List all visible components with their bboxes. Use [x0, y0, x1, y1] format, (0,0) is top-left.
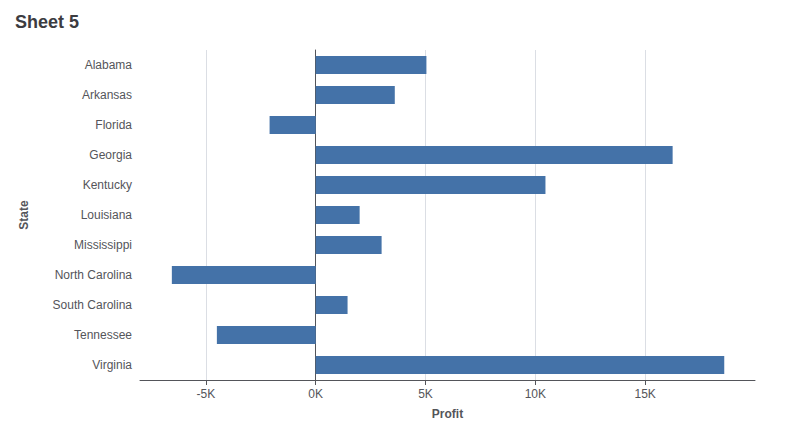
svg-text:Kentucky: Kentucky [83, 178, 132, 192]
svg-text:Louisiana: Louisiana [81, 208, 133, 222]
svg-text:0K: 0K [308, 387, 323, 401]
svg-text:10K: 10K [525, 387, 546, 401]
svg-text:Florida: Florida [95, 118, 132, 132]
svg-text:North Carolina: North Carolina [55, 268, 133, 282]
svg-text:Georgia: Georgia [89, 148, 132, 162]
svg-text:Mississippi: Mississippi [74, 238, 132, 252]
svg-text:Alabama: Alabama [85, 58, 133, 72]
svg-text:Tennessee: Tennessee [74, 328, 132, 342]
svg-text:South Carolina: South Carolina [53, 298, 133, 312]
svg-text:5K: 5K [418, 387, 433, 401]
svg-text:Sheet 5: Sheet 5 [15, 12, 79, 32]
svg-text:State: State [17, 200, 31, 230]
svg-text:Profit: Profit [432, 407, 463, 421]
svg-text:15K: 15K [634, 387, 655, 401]
svg-text:Virginia: Virginia [92, 358, 132, 372]
svg-text:-5K: -5K [197, 387, 216, 401]
svg-text:Arkansas: Arkansas [82, 88, 132, 102]
